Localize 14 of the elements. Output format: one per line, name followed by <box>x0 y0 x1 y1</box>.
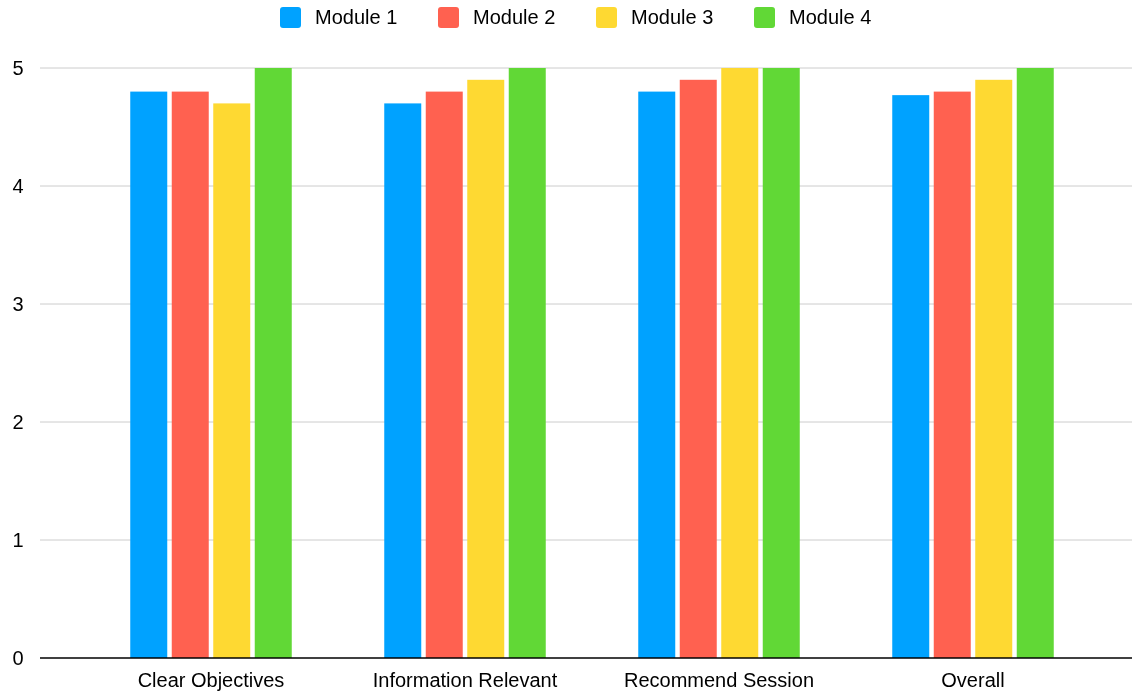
y-tick-label: 5 <box>12 57 24 79</box>
legend-label: Module 2 <box>473 6 556 28</box>
legend-label: Module 3 <box>631 6 714 28</box>
x-tick-label: Overall <box>941 669 1005 691</box>
x-tick-label: Clear Objectives <box>137 669 285 691</box>
y-tick-label: 0 <box>12 647 24 669</box>
x-tick-label: Information Relevant <box>372 669 558 691</box>
y-tick-label: 4 <box>12 175 24 197</box>
legend-label: Module 4 <box>789 6 872 28</box>
y-tick-label: 3 <box>12 293 24 315</box>
y-tick-label: 1 <box>12 529 24 551</box>
y-tick-label: 2 <box>12 411 24 433</box>
x-tick-label: Recommend Session <box>623 669 815 691</box>
legend-label: Module 1 <box>315 6 398 28</box>
